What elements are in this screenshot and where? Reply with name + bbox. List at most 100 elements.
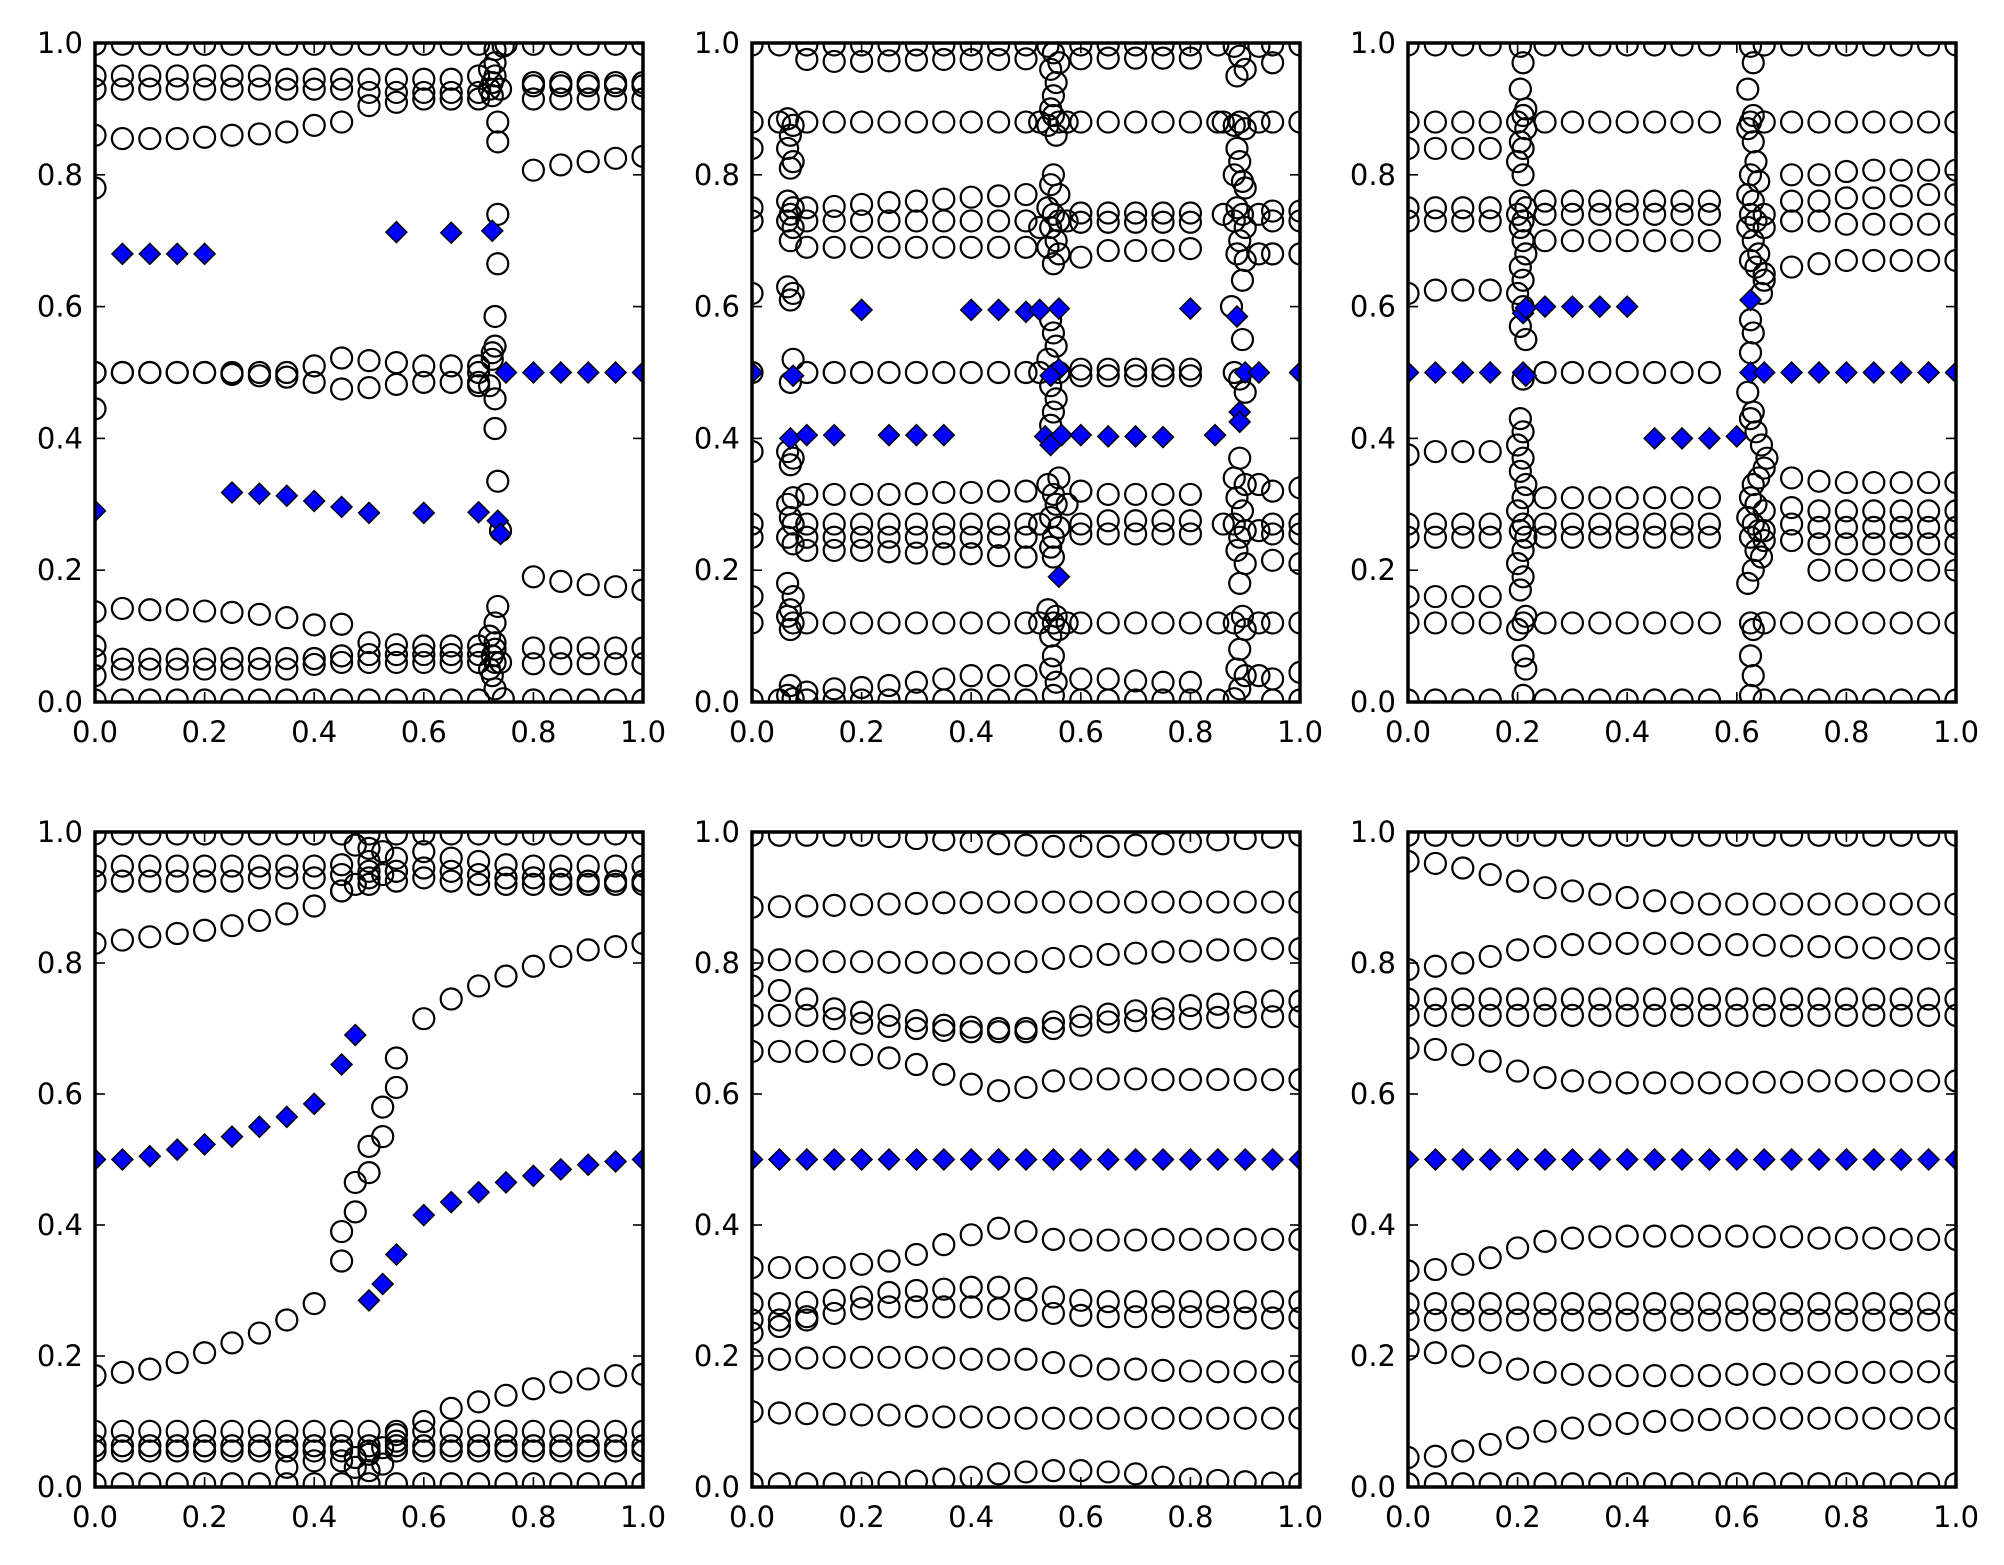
circle-marker	[1588, 611, 1612, 635]
circle-marker	[412, 634, 436, 658]
circle-marker	[412, 1007, 436, 1031]
circle-marker	[1697, 933, 1722, 957]
circle-marker	[483, 43, 507, 62]
circle-marker	[1670, 1308, 1694, 1332]
circle-marker	[439, 1439, 463, 1463]
y-tick-label: 1.0	[1350, 815, 1396, 849]
circle-marker	[904, 1009, 929, 1033]
x-tick-label: 0.8	[1823, 1500, 1869, 1534]
circle-marker	[1560, 1069, 1585, 1093]
circle-marker	[330, 110, 354, 134]
circle-marker	[1233, 1227, 1257, 1252]
circle-marker	[1408, 1036, 1420, 1060]
circle-marker	[1725, 1406, 1749, 1430]
circle-marker	[1151, 1406, 1175, 1430]
circle-marker	[1834, 186, 1859, 210]
diamond-marker	[467, 1180, 491, 1204]
circle-marker	[480, 84, 504, 108]
circle-marker	[95, 664, 107, 688]
circle-marker	[1478, 1246, 1502, 1270]
circle-marker	[1862, 832, 1886, 847]
circle-marker	[1642, 889, 1667, 913]
circle-marker	[1615, 1411, 1639, 1436]
circle-marker	[1123, 1228, 1148, 1252]
circle-marker	[1151, 1290, 1175, 1314]
y-tick-label: 0.6	[694, 290, 740, 324]
circle-marker	[1505, 1291, 1530, 1316]
circle-marker	[1560, 1291, 1585, 1316]
circle-marker	[1233, 176, 1257, 200]
circle-marker	[1478, 525, 1502, 549]
circle-marker	[1697, 512, 1722, 536]
circle-marker	[384, 1429, 408, 1453]
diamond-marker	[1069, 423, 1093, 447]
circle-marker	[483, 387, 507, 411]
circle-marker	[357, 836, 381, 860]
circle-marker	[1288, 1406, 1300, 1430]
diamond-marker	[822, 423, 846, 447]
circle-marker	[822, 235, 846, 259]
circle-marker	[1044, 670, 1068, 694]
circle-marker	[1560, 43, 1584, 57]
circle-marker	[1916, 892, 1941, 916]
diamond-marker	[138, 242, 162, 266]
circle-marker	[1533, 1291, 1557, 1316]
circle-marker	[822, 1288, 846, 1312]
circle-marker	[1588, 1472, 1612, 1487]
circle-marker	[1124, 688, 1148, 702]
circle-marker	[1233, 215, 1257, 240]
circle-marker	[1588, 688, 1612, 702]
circle-marker	[604, 1472, 628, 1487]
circle-marker	[904, 43, 928, 57]
circle-marker	[1511, 229, 1535, 253]
diamond-marker	[521, 1164, 545, 1188]
circle-marker	[781, 584, 805, 609]
diamond-marker	[1124, 424, 1148, 448]
circle-marker	[1123, 110, 1148, 134]
circle-marker	[275, 1455, 299, 1479]
y-tick-label: 0.2	[694, 553, 740, 587]
diamond-marker	[1225, 304, 1249, 328]
circle-marker	[1862, 558, 1886, 582]
circle-marker	[778, 229, 802, 253]
circle-marker	[752, 281, 764, 306]
x-tick-label: 0.4	[1604, 1500, 1650, 1534]
circle-marker	[822, 1039, 846, 1064]
circle-marker	[193, 1419, 217, 1443]
circle-marker	[603, 872, 628, 897]
x-tick-label: 0.4	[1604, 715, 1650, 749]
circle-marker	[822, 512, 846, 536]
circle-marker	[795, 949, 819, 973]
circle-marker	[1151, 940, 1175, 964]
circle-marker	[1151, 509, 1175, 533]
circle-marker	[822, 209, 846, 233]
circle-marker	[752, 1321, 764, 1345]
circle-marker	[1533, 611, 1557, 635]
circle-marker	[986, 951, 1011, 975]
circle-marker	[467, 1434, 491, 1458]
circle-marker	[1041, 611, 1066, 635]
circle-marker	[1408, 849, 1420, 874]
circle-marker	[1260, 989, 1285, 1013]
circle-marker	[576, 1367, 600, 1391]
circle-marker	[138, 647, 162, 671]
circle-marker	[932, 209, 956, 233]
circle-marker	[1036, 43, 1060, 58]
diamond-marker	[1041, 1148, 1065, 1171]
circle-marker	[603, 1439, 628, 1463]
circle-marker	[494, 1472, 518, 1487]
diamond-marker	[302, 1092, 326, 1116]
circle-marker	[1178, 1067, 1203, 1092]
circle-marker	[467, 354, 491, 378]
circle-marker	[1533, 1360, 1557, 1384]
circle-marker	[521, 1377, 546, 1401]
circle-marker	[959, 832, 983, 854]
circle-marker	[1862, 1069, 1886, 1093]
circle-marker	[480, 347, 504, 371]
circle-marker	[986, 184, 1011, 208]
circle-marker	[486, 130, 510, 154]
circle-marker	[302, 1449, 326, 1473]
circle-marker	[1807, 611, 1831, 635]
circle-marker	[1069, 1406, 1093, 1430]
y-tick-label: 0.0	[37, 1470, 83, 1504]
